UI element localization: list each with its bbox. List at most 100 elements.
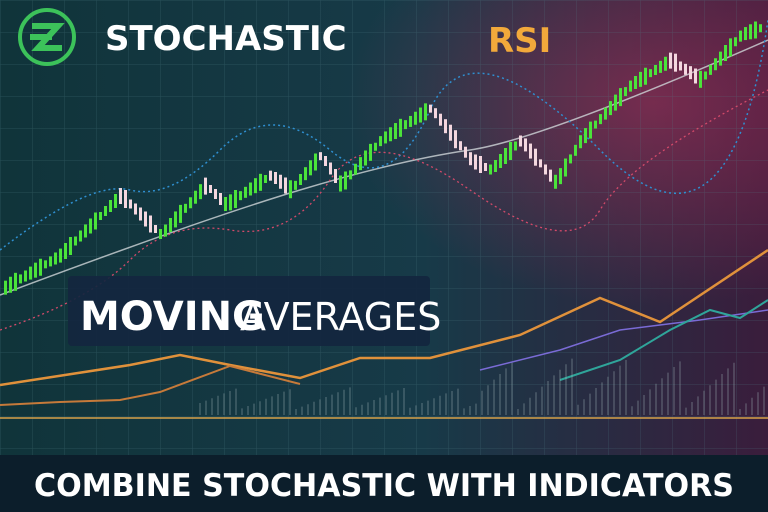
- candle: [104, 206, 107, 216]
- candle: [514, 141, 517, 151]
- candle: [579, 135, 582, 149]
- candle: [404, 120, 407, 130]
- candle: [349, 170, 352, 180]
- candle: [609, 101, 612, 116]
- candle: [114, 194, 117, 208]
- candle: [594, 120, 597, 129]
- candle: [554, 174, 557, 189]
- logo-ring: [18, 8, 76, 66]
- candle: [419, 107, 422, 123]
- candle: [259, 173, 262, 191]
- logo: [18, 8, 76, 66]
- candle: [134, 203, 137, 215]
- candle: [424, 103, 427, 121]
- candle: [699, 70, 702, 88]
- candle: [279, 174, 282, 189]
- candle: [139, 207, 142, 221]
- candle: [129, 199, 132, 209]
- candle: [364, 150, 367, 166]
- candle: [269, 170, 272, 181]
- candle: [239, 191, 242, 201]
- candle: [624, 87, 627, 97]
- candle: [484, 163, 487, 171]
- candle: [759, 24, 762, 33]
- candle: [509, 142, 512, 160]
- candle: [14, 272, 17, 291]
- overlay-bold: MOVING: [80, 294, 265, 340]
- candle: [479, 156, 482, 173]
- candle: [719, 51, 722, 66]
- candle: [119, 188, 122, 204]
- candle: [24, 270, 27, 282]
- candle: [384, 131, 387, 144]
- candle: [34, 262, 37, 278]
- candle: [464, 146, 467, 158]
- candle: [344, 171, 347, 190]
- candle: [574, 144, 577, 156]
- indicator: RSI: [488, 21, 551, 61]
- candle: [359, 157, 362, 171]
- candle: [99, 212, 102, 220]
- candle: [679, 61, 682, 71]
- candle: [669, 52, 672, 69]
- candle: [264, 175, 267, 183]
- orange-line-2: [0, 364, 301, 406]
- candle: [219, 193, 222, 205]
- candle: [204, 177, 207, 195]
- candle: [159, 229, 162, 239]
- footer-band: [0, 455, 768, 512]
- candle: [754, 21, 757, 39]
- candle: [544, 164, 547, 175]
- candle: [94, 212, 97, 230]
- overlay-box: [68, 276, 430, 346]
- candle: [304, 167, 307, 181]
- candle: [674, 53, 677, 72]
- candle: [539, 159, 542, 168]
- candle: [224, 197, 227, 211]
- candle: [89, 218, 92, 234]
- teal-line: [559, 299, 768, 381]
- candle: [439, 113, 442, 126]
- candle: [564, 158, 567, 177]
- candle: [489, 164, 492, 175]
- footer-title: COMBINE STOCHASTIC WITH INDICATORS: [34, 468, 734, 504]
- candle: [499, 154, 502, 168]
- candle: [534, 148, 537, 166]
- candle: [694, 68, 697, 84]
- candle: [164, 224, 167, 237]
- candle: [169, 218, 172, 232]
- candle: [639, 71, 642, 87]
- candle: [689, 66, 692, 80]
- candle: [44, 260, 47, 269]
- candle: [709, 64, 712, 75]
- candle: [249, 182, 252, 196]
- candle: [619, 88, 622, 107]
- candle: [9, 276, 12, 293]
- candle: [399, 118, 402, 137]
- candle: [519, 135, 522, 147]
- candle: [29, 266, 32, 280]
- orange-line: [0, 248, 768, 387]
- candle: [714, 58, 717, 71]
- candle: [339, 175, 342, 192]
- candle: [74, 236, 77, 246]
- moving-average-line: [0, 39, 768, 296]
- candle: [744, 27, 747, 41]
- candle: [444, 119, 447, 134]
- candle: [629, 80, 632, 92]
- candle: [569, 154, 572, 164]
- candle: [739, 30, 742, 42]
- candle: [314, 153, 317, 171]
- candle: [559, 168, 562, 185]
- candle: [374, 142, 377, 151]
- logo-mark: [30, 23, 65, 51]
- candle: [319, 152, 322, 161]
- candle: [469, 152, 472, 166]
- candle: [214, 189, 217, 199]
- brand: STOCHASTIC: [105, 19, 347, 59]
- purple-line: [479, 309, 768, 371]
- candle: [659, 60, 662, 73]
- candle: [414, 111, 417, 125]
- candle: [189, 197, 192, 209]
